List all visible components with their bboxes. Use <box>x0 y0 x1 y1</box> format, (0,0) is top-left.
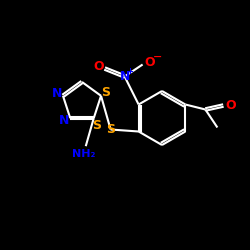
Text: S: S <box>92 119 101 132</box>
Text: N: N <box>52 87 62 100</box>
Text: N: N <box>120 70 130 83</box>
Text: S: S <box>102 86 110 99</box>
Text: NH₂: NH₂ <box>72 149 96 159</box>
Text: N: N <box>59 114 70 127</box>
Text: O: O <box>144 56 155 69</box>
Text: S: S <box>106 123 115 136</box>
Text: O: O <box>225 99 236 112</box>
Text: O: O <box>93 60 104 73</box>
Text: +: + <box>126 67 133 76</box>
Text: −: − <box>153 52 162 62</box>
